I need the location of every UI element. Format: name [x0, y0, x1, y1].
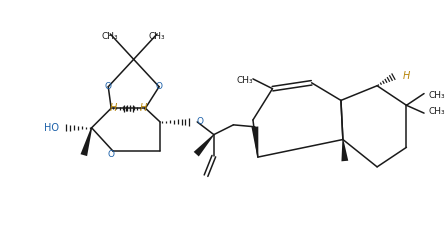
Polygon shape	[80, 128, 92, 156]
Text: H: H	[403, 71, 410, 81]
Polygon shape	[194, 134, 214, 156]
Text: CH₃: CH₃	[429, 91, 446, 100]
Polygon shape	[342, 139, 348, 161]
Text: O: O	[196, 118, 203, 126]
Text: O: O	[108, 150, 115, 159]
Text: H: H	[110, 103, 117, 113]
Text: H: H	[140, 103, 147, 113]
Text: CH₃: CH₃	[429, 107, 446, 116]
Text: O: O	[156, 82, 163, 91]
Text: O: O	[105, 82, 112, 91]
Text: CH₃: CH₃	[237, 76, 253, 85]
Polygon shape	[252, 126, 258, 157]
Text: CH₃: CH₃	[102, 32, 118, 41]
Text: CH₃: CH₃	[149, 32, 165, 41]
Text: HO: HO	[44, 123, 59, 133]
